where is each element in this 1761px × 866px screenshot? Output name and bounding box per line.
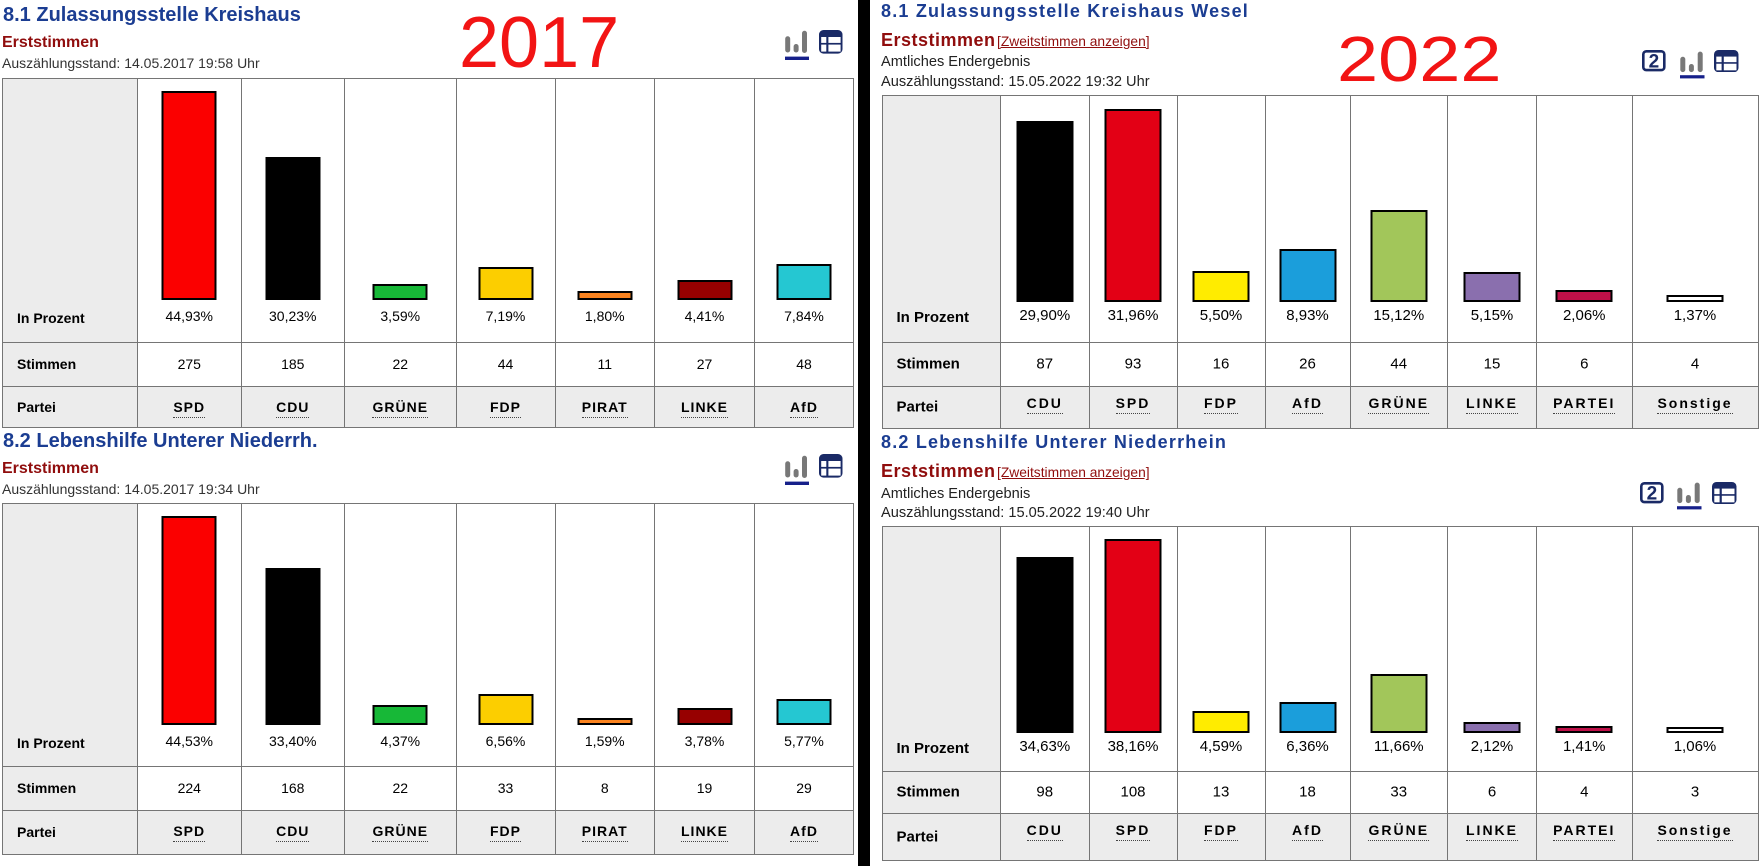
svg-text:2: 2	[1649, 52, 1660, 73]
svg-text:2: 2	[1647, 483, 1658, 504]
